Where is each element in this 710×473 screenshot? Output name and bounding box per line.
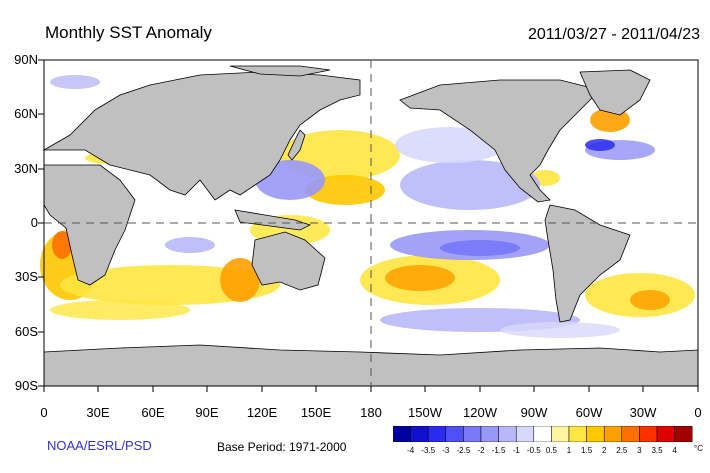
colorbar bbox=[393, 426, 693, 442]
colorbar-swatch bbox=[445, 426, 464, 442]
colorbar-swatch bbox=[393, 426, 411, 442]
x-label-0: 0 bbox=[40, 405, 48, 420]
y-label-60n: 60N bbox=[14, 106, 38, 121]
greenland bbox=[579, 69, 651, 116]
y-label-90s: 90S bbox=[14, 378, 38, 393]
colorbar-swatch bbox=[480, 426, 499, 442]
colorbar-label: 0.5 bbox=[545, 446, 557, 455]
colorbar-swatch bbox=[639, 426, 658, 442]
x-label-120e: 120E bbox=[246, 405, 278, 420]
colorbar-swatch bbox=[568, 426, 587, 442]
arctic-islands bbox=[229, 65, 331, 77]
colorbar-swatch bbox=[515, 426, 535, 442]
eurasia bbox=[42, 71, 361, 201]
colorbar-swatch bbox=[427, 426, 447, 442]
x-label-60e: 60E bbox=[141, 405, 165, 420]
colorbar-label: 4 bbox=[672, 446, 677, 455]
land-masses bbox=[42, 65, 699, 387]
x-label-90w: 90W bbox=[520, 405, 548, 420]
x-label-60w: 60W bbox=[575, 405, 603, 420]
date-range: 2011/03/27 - 2011/04/23 bbox=[528, 26, 700, 43]
colorbar-label: -2.5 bbox=[456, 446, 471, 455]
credit-link[interactable]: NOAA/ESRL/PSD bbox=[47, 438, 152, 453]
x-label-90e: 90E bbox=[195, 405, 219, 420]
y-label-30n: 30N bbox=[14, 161, 38, 176]
colorbar-label: -4 bbox=[407, 446, 415, 455]
colorbar-swatch bbox=[533, 426, 552, 442]
colorbar-swatch bbox=[463, 426, 482, 442]
y-label-90n: 90N bbox=[14, 52, 38, 67]
colorbar-label: 2 bbox=[601, 446, 607, 455]
colorbar-label: -0.5 bbox=[526, 446, 541, 455]
base-period: Base Period: 1971-2000 bbox=[217, 440, 347, 454]
y-label-60s: 60S bbox=[14, 324, 38, 339]
colorbar-label: -3 bbox=[442, 446, 450, 455]
x-label-30e: 30E bbox=[86, 405, 110, 420]
x-label-0-end: 0 bbox=[694, 405, 702, 420]
colorbar-label: -2 bbox=[477, 446, 485, 455]
x-label-150w: 150W bbox=[408, 405, 442, 420]
colorbar-label: 2.5 bbox=[616, 446, 628, 455]
y-label-30s: 30S bbox=[14, 269, 38, 284]
colorbar-swatch bbox=[551, 426, 570, 442]
colorbar-swatch bbox=[656, 426, 675, 442]
australia bbox=[251, 231, 326, 291]
colorbar-swatch bbox=[674, 426, 693, 442]
south-america bbox=[544, 204, 631, 323]
colorbar-unit: °C bbox=[694, 444, 703, 453]
colorbar-swatch bbox=[621, 426, 640, 442]
colorbar-label: -1.5 bbox=[491, 446, 506, 455]
colorbar-label: -1 bbox=[512, 446, 520, 455]
colorbar-label: 1 bbox=[566, 446, 572, 455]
y-label-equator: 0 bbox=[30, 215, 38, 230]
colorbar-label: -3.5 bbox=[421, 446, 436, 455]
x-label-30w: 30W bbox=[629, 405, 657, 420]
north-america bbox=[399, 79, 601, 203]
colorbar-label: 3 bbox=[637, 446, 642, 455]
colorbar-label: 3.5 bbox=[651, 446, 663, 455]
colorbar-swatch bbox=[586, 426, 605, 442]
chart-title: Monthly SST Anomaly bbox=[45, 23, 212, 42]
x-label-150e: 150E bbox=[300, 405, 332, 420]
x-label-180: 180 bbox=[360, 405, 382, 420]
colorbar-swatch bbox=[603, 426, 623, 442]
cool-anomaly-patches bbox=[50, 75, 655, 338]
africa bbox=[43, 164, 136, 286]
colorbar-swatch bbox=[410, 426, 429, 442]
colorbar-label: 1.5 bbox=[581, 446, 593, 455]
japan bbox=[287, 129, 306, 161]
x-label-120w: 120W bbox=[463, 405, 497, 420]
colorbar-swatch bbox=[498, 426, 517, 442]
axis-ticks bbox=[38, 59, 699, 392]
